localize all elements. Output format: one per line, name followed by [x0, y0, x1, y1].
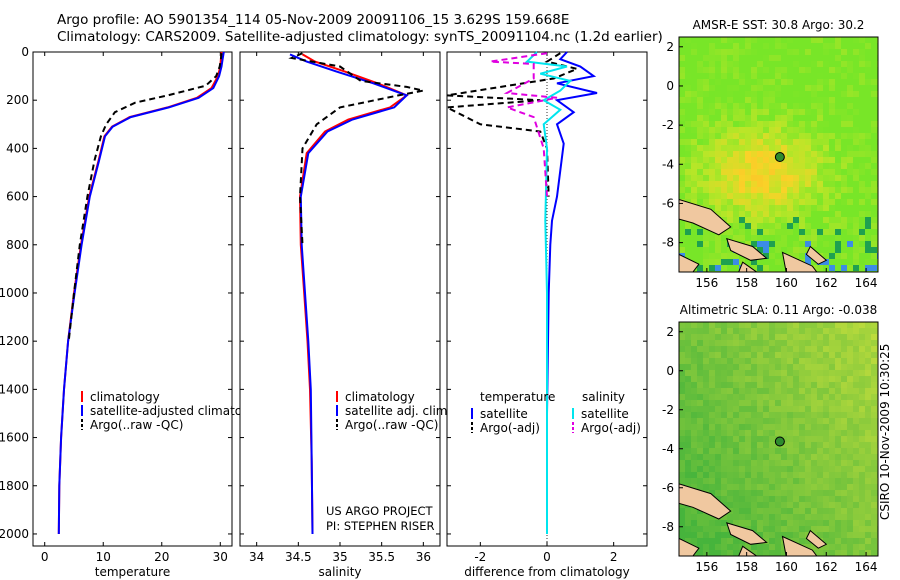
legend-label: Argo(-adj) [581, 421, 641, 435]
x-tick-label: 34 [249, 550, 264, 564]
map-title: Altimetric SLA: 0.11 Argo: -0.038 [680, 303, 877, 317]
x-tick-label: 35 [332, 550, 347, 564]
y-tick-label: 200 [6, 93, 29, 107]
y-tick-label: 2 [666, 325, 674, 339]
title-line-1: Argo profile: AO 5901354_114 05-Nov-2009… [57, 12, 570, 28]
x-tick-label: 158 [735, 276, 758, 290]
land-mass [679, 198, 732, 236]
legend-label: satellite-adjusted climatology [90, 404, 268, 418]
y-tick-label: 0 [666, 364, 674, 378]
y-tick-label: -4 [662, 157, 674, 171]
y-tick-label: 1600 [0, 431, 29, 445]
land-mass [805, 529, 828, 549]
y-tick-label: 1000 [0, 286, 29, 300]
float-location-marker [774, 436, 785, 447]
land-mass [679, 483, 732, 520]
y-tick-label: 2000 [0, 527, 29, 541]
series-line-argo-raw-qc- [288, 52, 424, 245]
y-tick-label: -6 [662, 481, 674, 495]
y-tick-label: -2 [662, 403, 674, 417]
land-mass [738, 261, 758, 272]
x-axis-label: salinity [318, 565, 361, 579]
plot-frame [32, 51, 233, 547]
series-line-argo-raw-qc- [67, 53, 223, 342]
y-tick-label: 600 [6, 190, 29, 204]
x-tick-label: 164 [855, 276, 878, 290]
map-title: AMSR-E SST: 30.8 Argo: 30.2 [693, 18, 865, 32]
legend-label: Argo(..raw -QC) [345, 418, 438, 432]
float-location-marker [774, 152, 785, 163]
x-axis-label: temperature [95, 565, 170, 579]
map-sst-map: AMSR-E SST: 30.8 Argo: 30.2 156 158 160 162 1… [662, 18, 879, 290]
legend-label: satellite [480, 407, 528, 421]
x-tick-label: 156 [695, 276, 718, 290]
y-tick-label: 1400 [0, 382, 29, 396]
x-tick-label: 162 [815, 276, 838, 290]
project-note-line-2: PI: STEPHEN RISER [326, 519, 435, 533]
map-sla-map: Altimetric SLA: 0.11 Argo: -0.038 156 158 1… [662, 303, 879, 574]
legend-label: Argo(..raw -QC) [90, 418, 183, 432]
land-mass [679, 537, 700, 556]
title-line-2: Climatology: CARS2009. Satellite-adjuste… [57, 29, 663, 45]
legend-label: Argo(-adj) [480, 421, 540, 435]
y-tick-label: -8 [662, 520, 674, 534]
y-tick-label: 800 [6, 238, 29, 252]
x-tick-label: 160 [775, 276, 798, 290]
land-mass [679, 253, 700, 272]
x-tick-label: 10 [96, 550, 111, 564]
project-note-line-1: US ARGO PROJECT [326, 504, 434, 518]
x-tick-label: 0 [543, 550, 551, 564]
x-tick-label: 36 [416, 550, 431, 564]
y-tick-label: 400 [6, 141, 29, 155]
legend-label: satellite adj. clim. [345, 404, 451, 418]
land-mass [805, 245, 828, 265]
legend-group-title: temperature [480, 390, 555, 404]
x-tick-label: 160 [775, 560, 798, 574]
x-tick-label: 156 [695, 560, 718, 574]
map-field [679, 322, 878, 556]
series-line-salinity-argo-adj- [490, 52, 558, 197]
plot-frame [239, 51, 441, 547]
y-tick-label: -8 [662, 236, 674, 250]
timestamp-label: CSIRO 10-Nov-2009 10:30:25 [878, 343, 892, 520]
y-tick-label: 2 [666, 40, 674, 54]
x-tick-label: 35.5 [368, 550, 395, 564]
x-tick-label: 34.5 [285, 550, 312, 564]
series-line-salinity-satellite [524, 51, 573, 534]
y-tick-label: -2 [662, 118, 674, 132]
panel-salinity: 34 34.5 35 35.5 36 salinity climatologysatelli… [239, 51, 451, 579]
y-tick-label: 0 [21, 45, 29, 59]
land-mass [781, 535, 818, 556]
x-tick-label: 0 [41, 550, 49, 564]
legend-label: satellite [581, 407, 629, 421]
map-frame [678, 321, 879, 557]
y-tick-label: 1800 [0, 479, 29, 493]
legend-group-title: salinity [582, 390, 625, 404]
series-line-satellite-adjusted-climatology [57, 51, 225, 535]
x-tick-label: 30 [213, 550, 228, 564]
legend-label: climatology [90, 390, 160, 404]
map-frame [678, 36, 879, 273]
x-tick-label: 20 [154, 550, 169, 564]
legend-label: climatology [345, 390, 415, 404]
y-tick-label: -6 [662, 196, 674, 210]
x-tick-label: 2 [610, 550, 618, 564]
x-axis-label: difference from climatology [464, 565, 630, 579]
land-mass [781, 251, 818, 272]
x-tick-label: 158 [735, 560, 758, 574]
land-mass [738, 545, 758, 556]
land-mass [726, 237, 768, 261]
x-tick-label: -2 [474, 550, 486, 564]
series-line-temperature-satellite [546, 51, 598, 534]
land-mass [726, 522, 768, 545]
y-tick-label: -4 [662, 442, 674, 456]
y-tick-label: 0 [666, 79, 674, 93]
x-tick-label: 162 [815, 560, 838, 574]
y-tick-label: 1200 [0, 334, 29, 348]
panel-temperature: 0 10 20 30 0 200 400 600 800 1000 1200 1400 1600 1800… [0, 45, 268, 579]
x-tick-label: 164 [855, 560, 878, 574]
series-line-satellite-adj-clim- [289, 53, 409, 535]
